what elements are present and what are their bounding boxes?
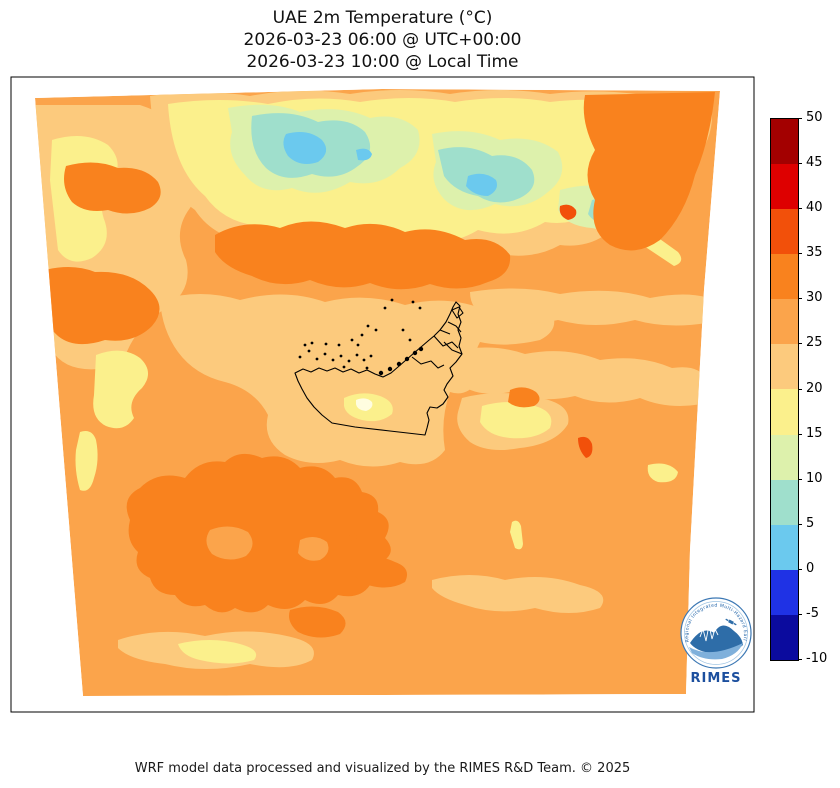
colorbar-tick-label--10: -10 (806, 651, 828, 666)
coastal-island-dots (298, 298, 424, 376)
temp-region-dot-30-35 (349, 533, 357, 541)
uae-border-internal-3 (439, 329, 451, 335)
uae-border-group (294, 301, 464, 436)
temp-region-right-band-upper-20-25 (470, 288, 715, 326)
temp-region-blue-mid-0-5 (466, 173, 497, 196)
rimes-logo-wave (689, 643, 743, 660)
chart-subtitle-utc: 2026-03-23 06:00 @ UTC+00:00 (243, 30, 522, 50)
temp-region-middle-band-20-25 (160, 294, 555, 467)
colorbar-segment-25-30 (771, 299, 798, 345)
colorbar-tick-label-0: 0 (806, 560, 815, 576)
colorbar-tickmark-50 (798, 118, 802, 119)
temp-region-sw-mass-30-35 (126, 453, 391, 613)
colorbar-tickmark-10 (798, 478, 802, 480)
temp-region-hole1-25-30 (206, 526, 253, 560)
rimes-logo: Regional Integrated Multi-Hazard Early W… (680, 597, 752, 686)
footer-credit: WRF model data processed and visualized … (134, 761, 631, 776)
colorbar-segment-10-15 (771, 434, 798, 480)
temp-region-blue-west-0-5 (283, 132, 327, 164)
colorbar-tickmark-35 (798, 253, 802, 255)
uae-border-internal-5 (451, 306, 464, 319)
colorbar-tickmark-20 (798, 388, 802, 390)
temp-region-bottom-core-15-20 (178, 640, 257, 664)
colorbar-segment-20-25 (771, 344, 798, 390)
colorbar-tick-label-20: 20 (806, 380, 823, 396)
temperature-field (35, 89, 720, 696)
temp-region-hotspot-east-35-40 (578, 436, 593, 458)
colorbar-ticks: 50 45 40 35 30 25 20 15 10 5 0 -5 -10 (798, 111, 838, 666)
colorbar-segment-40-45 (771, 164, 798, 210)
chart-title-block: UAE 2m Temperature (°C) 2026-03-23 06:00… (11, 7, 754, 73)
uae-border-outline (294, 301, 463, 436)
uae-border-internal-1 (411, 356, 445, 369)
temp-region-bottomright-band-20-25 (432, 575, 604, 613)
temp-region-hotspot-ne-35-40 (559, 204, 577, 220)
colorbar-segment-15-20 (771, 389, 798, 435)
colorbar-tick-label-10: 10 (806, 470, 823, 486)
colorbar-tickmark-45 (798, 163, 802, 165)
uae-border-internal-2 (433, 335, 459, 349)
colorbar-tick-label-15: 15 (806, 425, 823, 441)
temp-region-left-blob-30-35 (38, 267, 160, 345)
colorbar-segment-35-40 (771, 209, 798, 255)
rimes-logo-wordmark: RIMES (690, 671, 741, 686)
temp-region-hole2-25-30 (298, 536, 329, 561)
colorbar-segment-45-50 (771, 119, 798, 165)
colorbar-tickmark--10 (798, 659, 802, 660)
colorbar-tick-label-45: 45 (806, 155, 823, 171)
colorbar-tickmark-0 (798, 568, 802, 570)
chart-title: UAE 2m Temperature (°C) (272, 8, 493, 28)
temp-region-left-arc-15-20 (75, 431, 98, 491)
colorbar-segment-30-35 (771, 254, 798, 300)
chart-subtitle-local: 2026-03-23 10:00 @ Local Time (246, 52, 519, 72)
colorbar (770, 118, 799, 661)
temp-region-blue-tiny-0-5 (356, 148, 372, 161)
temp-region-right-sliver-15-20 (510, 520, 523, 550)
colorbar-tick-label-50: 50 (806, 110, 823, 125)
uae-border-internal-4 (443, 341, 463, 355)
rimes-logo-inner-ring (684, 601, 748, 665)
colorbar-tickmark--5 (798, 613, 802, 615)
temp-region-tl-hook-30-35 (64, 162, 161, 214)
colorbar-segment-0-5 (771, 524, 798, 570)
uae-border-internal-6 (447, 321, 462, 333)
colorbar-tick-label-40: 40 (806, 200, 823, 216)
colorbar-tickmark-30 (798, 298, 802, 300)
temp-region-mid-strip-30-35 (215, 221, 511, 290)
colorbar-tick-label--5: -5 (806, 605, 819, 621)
temp-region-cream-core (356, 398, 373, 411)
temp-region-midright-blob-30-35 (508, 387, 540, 408)
colorbar-tickmark-25 (798, 343, 802, 345)
temp-region-sw-arm-30-35 (350, 556, 408, 588)
temp-region-tr-mass-30-35 (583, 92, 715, 251)
colorbar-tick-label-25: 25 (806, 335, 823, 351)
colorbar-tick-label-35: 35 (806, 245, 823, 261)
colorbar-tick-label-30: 30 (806, 290, 823, 306)
rimes-logo-satellite-icon (725, 618, 737, 626)
temp-region-right-blob-15-20 (647, 463, 678, 483)
rimes-logo-seismograph (699, 624, 719, 642)
temp-region-left-patch2-15-20 (93, 350, 149, 429)
colorbar-tickmark-40 (798, 208, 802, 210)
rimes-logo-mountain (690, 625, 743, 654)
colorbar-tick-label-5: 5 (806, 515, 815, 531)
temp-region-bottom-blob-30-35 (289, 606, 346, 638)
colorbar-tickmark-15 (798, 433, 802, 435)
colorbar-segment--5-0 (771, 569, 798, 615)
colorbar-tickmark-5 (798, 523, 802, 525)
colorbar-segment--10--5 (771, 614, 798, 660)
colorbar-segment-5-10 (771, 479, 798, 525)
temp-region-east-blob-15-20 (480, 402, 552, 439)
